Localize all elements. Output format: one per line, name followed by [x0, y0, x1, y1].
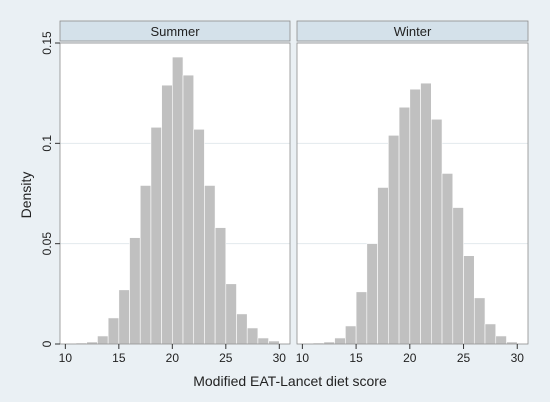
histogram-bar — [431, 118, 443, 345]
y-tick-label: 0.15 — [40, 31, 54, 55]
panel-strip — [59, 20, 291, 42]
x-tick-label: 10 — [59, 351, 73, 365]
x-axis: 10 15 20 25 30 10 15 20 25 30 — [59, 344, 525, 365]
x-axis-label: Modified EAT-Lancet diet score — [193, 373, 387, 389]
histogram-bar — [398, 106, 411, 345]
x-tick-label: 20 — [403, 351, 417, 365]
histogram-bar — [463, 255, 475, 345]
histogram-bar — [388, 135, 400, 345]
histogram-bar — [139, 185, 152, 345]
x-tick-label: 30 — [511, 351, 525, 365]
histogram-bar — [452, 207, 464, 345]
panels-layer: Summer Winter — [59, 20, 529, 345]
histogram-bar — [409, 88, 421, 345]
histogram-bar — [334, 337, 346, 345]
histogram-bar — [246, 327, 259, 345]
histogram-bar — [204, 185, 216, 345]
histogram-bar — [97, 335, 109, 345]
histogram-bar — [161, 84, 173, 345]
x-tick-label: 10 — [296, 351, 310, 365]
histogram-bar — [193, 128, 205, 345]
x-tick-label: 20 — [166, 351, 180, 365]
x-tick-label: 30 — [273, 351, 287, 365]
panel-summer: Summer — [59, 20, 291, 345]
histogram-bar — [118, 289, 130, 345]
histogram-bar — [441, 173, 454, 345]
plot-frame — [296, 42, 529, 345]
plot-frame — [59, 42, 291, 345]
histogram-bar — [182, 74, 195, 345]
y-tick-label: 0.05 — [40, 232, 54, 256]
histogram-bar — [484, 323, 497, 345]
histogram-bar — [225, 283, 237, 345]
histogram-bar — [150, 126, 162, 345]
histogram-bar — [107, 317, 120, 345]
histogram-bar — [257, 337, 269, 345]
panel-title: Summer — [150, 24, 200, 39]
histogram-bar — [420, 82, 432, 345]
histogram-bar — [377, 187, 389, 345]
histogram-bar — [355, 291, 368, 345]
histogram-bar — [236, 313, 248, 345]
panel-winter: Winter — [296, 20, 529, 345]
histogram-bar — [129, 237, 141, 345]
y-axis: 0 0.05 0.1 0.15 — [40, 31, 60, 347]
histogram-bar — [495, 335, 507, 345]
panel-title: Winter — [394, 24, 432, 39]
panel-strip — [296, 20, 529, 42]
x-tick-label: 25 — [457, 351, 471, 365]
histogram-bar — [214, 227, 227, 345]
y-tick-label: 0 — [40, 340, 54, 347]
x-tick-label: 25 — [219, 351, 233, 365]
x-tick-label: 15 — [349, 351, 363, 365]
histogram-bar — [473, 297, 486, 345]
histogram-bar — [268, 340, 280, 345]
y-axis-label: Density — [18, 172, 34, 219]
histogram-bar — [172, 56, 184, 345]
histogram-bar — [366, 243, 378, 345]
histogram-bar — [345, 325, 357, 345]
x-tick-label: 15 — [112, 351, 126, 365]
y-tick-label: 0.1 — [40, 135, 54, 152]
